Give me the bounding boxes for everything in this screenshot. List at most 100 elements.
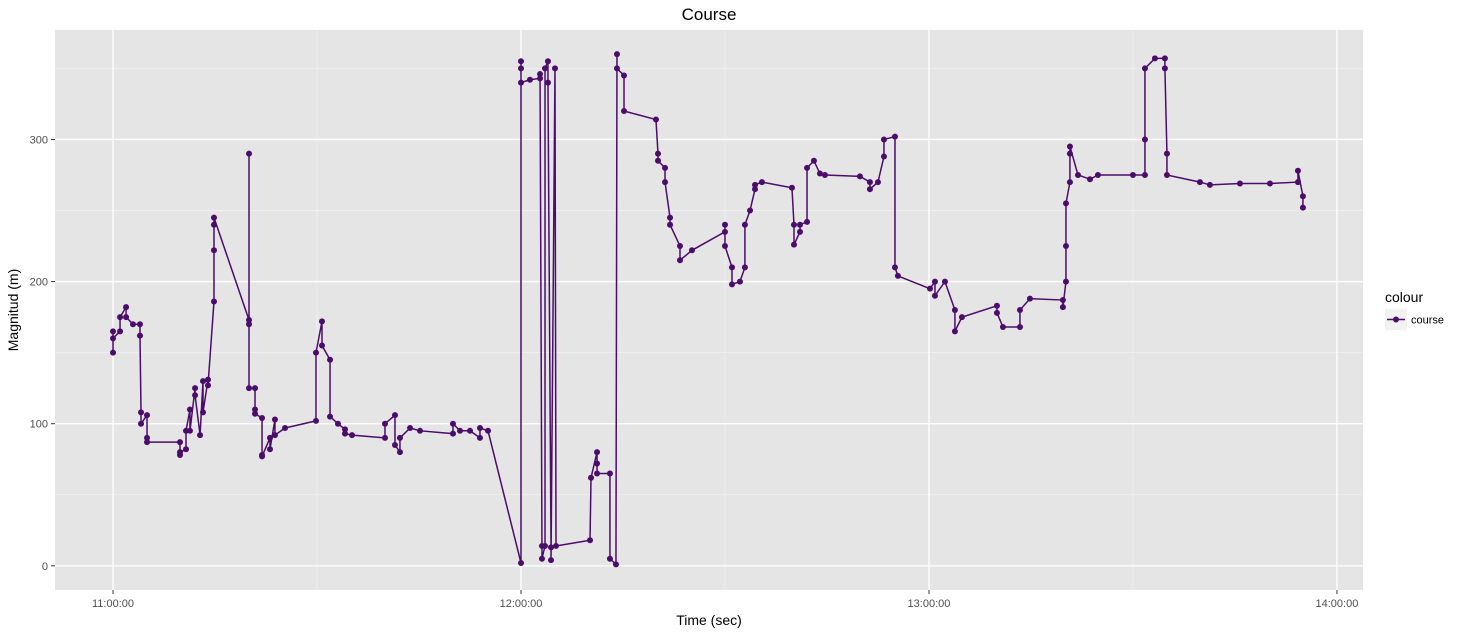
point: [457, 427, 464, 434]
point: [880, 153, 887, 160]
legend-point: [1393, 316, 1399, 323]
point: [266, 446, 273, 453]
y-axis-label: Magnitud (m): [5, 269, 21, 351]
point: [485, 427, 492, 434]
point: [176, 449, 183, 456]
point: [1141, 136, 1148, 143]
point: [537, 71, 544, 78]
x-axis-label: Time (sec): [676, 612, 742, 628]
point: [334, 420, 341, 427]
point: [312, 349, 319, 356]
point: [993, 302, 1000, 309]
point: [588, 474, 595, 481]
point: [144, 434, 151, 441]
point: [391, 442, 398, 449]
point: [210, 214, 217, 221]
point: [1294, 167, 1301, 174]
point: [894, 272, 901, 279]
x-tick-label: 14:00:00: [1316, 598, 1359, 610]
point: [548, 557, 555, 564]
point: [341, 426, 348, 433]
point: [667, 221, 674, 228]
point: [1066, 179, 1073, 186]
point: [391, 412, 398, 419]
point: [192, 392, 199, 399]
point: [1141, 171, 1148, 178]
x-tick-label: 11:00:00: [92, 598, 134, 610]
point: [752, 181, 759, 188]
point: [252, 410, 259, 417]
point: [192, 385, 199, 392]
point: [252, 385, 259, 392]
legend-title: colour: [1385, 289, 1423, 305]
point: [652, 116, 659, 123]
point: [1161, 55, 1168, 62]
point: [1141, 65, 1148, 72]
point: [517, 65, 524, 72]
point: [1163, 171, 1170, 178]
point: [197, 432, 204, 439]
point: [594, 460, 601, 467]
chart-title: Course: [682, 5, 737, 24]
point: [542, 65, 549, 72]
point: [790, 221, 797, 228]
point: [517, 559, 524, 566]
point: [999, 324, 1006, 331]
point: [667, 214, 674, 221]
point: [612, 561, 619, 568]
point: [655, 150, 662, 157]
point: [144, 412, 151, 419]
point: [476, 424, 483, 431]
point: [312, 417, 319, 424]
point: [621, 108, 628, 115]
point: [621, 72, 628, 79]
point: [1086, 176, 1093, 183]
point: [183, 446, 190, 453]
point: [259, 453, 266, 460]
point: [246, 321, 253, 328]
point: [993, 309, 1000, 316]
point: [721, 228, 728, 235]
point: [741, 264, 748, 271]
point: [594, 449, 601, 456]
point: [144, 439, 151, 446]
point: [1074, 171, 1081, 178]
point: [129, 321, 136, 328]
point: [804, 164, 811, 171]
point: [866, 179, 873, 186]
point: [958, 314, 965, 321]
point: [110, 328, 117, 335]
point: [856, 173, 863, 180]
point: [613, 51, 620, 58]
point: [186, 406, 193, 413]
point: [449, 420, 456, 427]
point: [327, 413, 334, 420]
point: [662, 179, 669, 186]
point: [542, 542, 549, 549]
point: [1206, 181, 1213, 188]
point: [729, 281, 736, 288]
y-tick-label: 200: [30, 277, 48, 289]
point: [1129, 171, 1136, 178]
point: [676, 243, 683, 250]
point: [689, 247, 696, 254]
point: [138, 409, 145, 416]
point: [741, 221, 748, 228]
point: [327, 356, 334, 363]
point: [1161, 65, 1168, 72]
point: [788, 184, 795, 191]
point: [1062, 243, 1069, 250]
line: [112, 54, 1304, 567]
point: [204, 382, 211, 389]
point: [613, 65, 620, 72]
point: [1294, 179, 1301, 186]
point: [931, 278, 938, 285]
point: [466, 427, 473, 434]
point: [210, 247, 217, 254]
point: [210, 298, 217, 305]
point: [752, 186, 759, 193]
point: [271, 416, 278, 423]
point: [396, 434, 403, 441]
